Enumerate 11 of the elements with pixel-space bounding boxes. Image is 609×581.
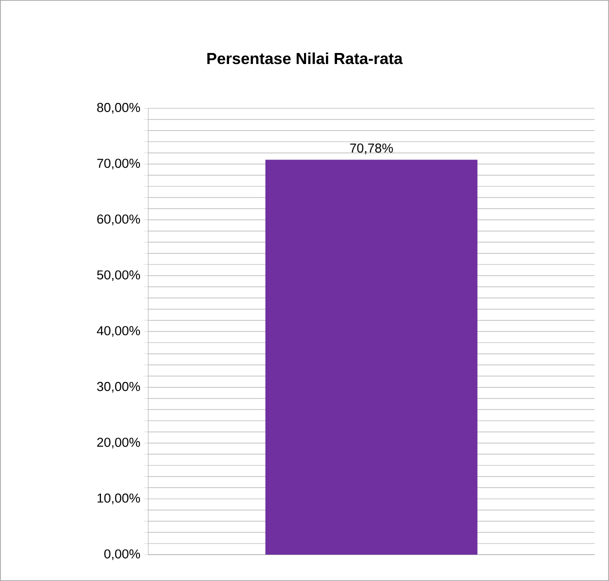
y-tick-label: 10,00%	[98, 494, 140, 504]
y-tick-label: 80,00%	[97, 102, 140, 114]
y-tick-label: 40,00%	[96, 326, 140, 337]
y-tick-label: 50,00%	[97, 270, 140, 281]
data-label: 70,78%	[350, 143, 393, 154]
y-tick-label: 0,00%	[104, 549, 140, 560]
chart-title: Persentase Nilai Rata-rata	[207, 52, 403, 64]
y-tick-label: 60,00%	[97, 214, 140, 226]
y-tick-label: 30,00%	[97, 382, 140, 393]
y-tick-label: 20,00%	[97, 438, 140, 448]
y-tick-label: 70,00%	[97, 158, 140, 170]
